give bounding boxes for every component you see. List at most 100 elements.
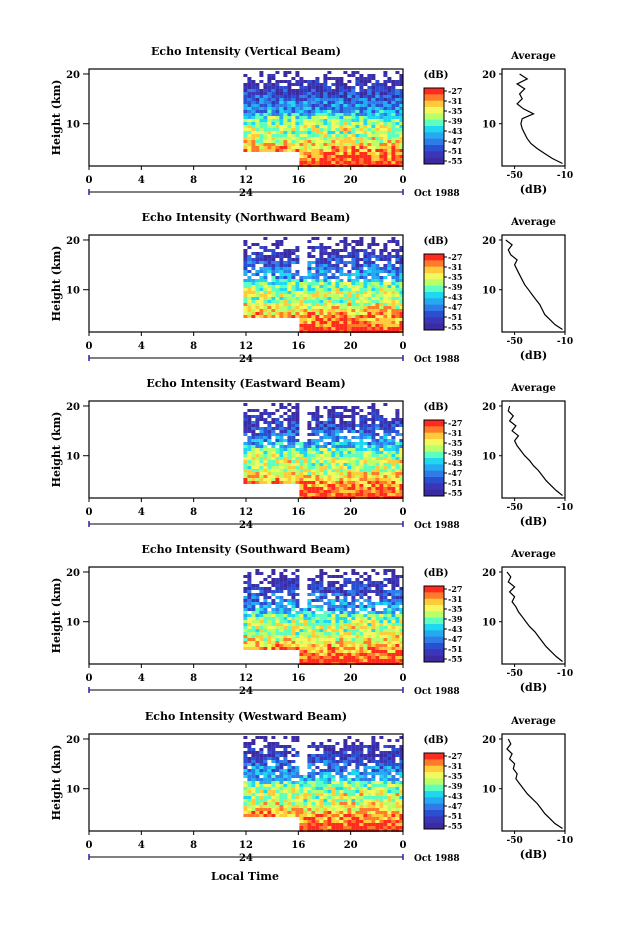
heatmap-cell bbox=[323, 273, 328, 276]
heatmap-cell bbox=[283, 279, 288, 282]
average-x-tick-label: -10 bbox=[557, 337, 573, 347]
heatmap-cell bbox=[247, 261, 252, 264]
heatmap-cell bbox=[267, 77, 272, 80]
heatmap-cell bbox=[267, 95, 272, 98]
heatmap-cell bbox=[387, 629, 392, 632]
heatmap-cell bbox=[331, 626, 336, 629]
heatmap-cell bbox=[339, 469, 344, 472]
heatmap-cell bbox=[271, 641, 276, 644]
heatmap-cell bbox=[323, 77, 328, 80]
heatmap-cell bbox=[283, 264, 288, 267]
heatmap-cell bbox=[319, 267, 324, 270]
heatmap-cell bbox=[255, 629, 260, 632]
heatmap-cell bbox=[339, 424, 344, 427]
heatmap-cell bbox=[255, 436, 260, 439]
heatmap-cell bbox=[367, 294, 372, 297]
heatmap-cell bbox=[395, 119, 400, 122]
heatmap-cell bbox=[267, 617, 272, 620]
heatmap-cell bbox=[243, 614, 248, 617]
heatmap-cell bbox=[267, 249, 272, 252]
heatmap-cell bbox=[339, 101, 344, 104]
heatmap-cell bbox=[379, 267, 384, 270]
heatmap-cell bbox=[335, 279, 340, 282]
heatmap-cell bbox=[379, 457, 384, 460]
heatmap-cell bbox=[243, 602, 248, 605]
heatmap-cell bbox=[311, 155, 316, 158]
heatmap-cell bbox=[307, 294, 312, 297]
heatmap-cell bbox=[263, 421, 268, 424]
heatmap-cell bbox=[259, 107, 264, 110]
heatmap-cell bbox=[267, 433, 272, 436]
heatmap-cell bbox=[399, 629, 404, 632]
heatmap-cell bbox=[399, 303, 404, 306]
heatmap-cell bbox=[363, 273, 368, 276]
heatmap-cell bbox=[355, 647, 360, 650]
heatmap-cell bbox=[359, 424, 364, 427]
heatmap-cell bbox=[347, 255, 352, 258]
heatmap-cell bbox=[299, 107, 304, 110]
heatmap-cell bbox=[275, 439, 280, 442]
heatmap-cell bbox=[263, 264, 268, 267]
heatmap-cell bbox=[323, 635, 328, 638]
heatmap-cell bbox=[287, 297, 292, 300]
heatmap-cell bbox=[323, 748, 328, 751]
heatmap-cell bbox=[327, 817, 332, 820]
heatmap-cell bbox=[335, 149, 340, 152]
heatmap-cell bbox=[287, 104, 292, 107]
heatmap-cell bbox=[283, 119, 288, 122]
heatmap-cell bbox=[335, 406, 340, 409]
heatmap-cell bbox=[379, 475, 384, 478]
heatmap-cell bbox=[383, 246, 388, 249]
heatmap-cell bbox=[343, 324, 348, 327]
heatmap-cell bbox=[331, 653, 336, 656]
heatmap-cell bbox=[339, 796, 344, 799]
heatmap-cell bbox=[323, 315, 328, 318]
heatmap-cell bbox=[383, 134, 388, 137]
heatmap-cell bbox=[355, 119, 360, 122]
heatmap-cell bbox=[295, 457, 300, 460]
heatmap-cell bbox=[291, 638, 296, 641]
heatmap-cell bbox=[399, 125, 404, 128]
heatmap-cell bbox=[307, 781, 312, 784]
heatmap-cell bbox=[247, 143, 252, 146]
heatmap-cell bbox=[291, 587, 296, 590]
heatmap-cell bbox=[327, 101, 332, 104]
heatmap-cell bbox=[271, 140, 276, 143]
heatmap-cell bbox=[315, 107, 320, 110]
heatmap-cell bbox=[319, 805, 324, 808]
heatmap-cell bbox=[351, 318, 356, 321]
heatmap-cell bbox=[347, 463, 352, 466]
heatmap-cell bbox=[279, 460, 284, 463]
heatmap-cell bbox=[331, 644, 336, 647]
heatmap-cell bbox=[327, 158, 332, 161]
heatmap-cell bbox=[299, 297, 304, 300]
heatmap-cell bbox=[383, 74, 388, 77]
heatmap-cell bbox=[363, 620, 368, 623]
heatmap-cell bbox=[299, 614, 304, 617]
heatmap-cell bbox=[291, 282, 296, 285]
panel-title: Echo Intensity (Eastward Beam) bbox=[146, 377, 345, 390]
heatmap-cell bbox=[371, 297, 376, 300]
heatmap-cell bbox=[279, 572, 284, 575]
heatmap-cell bbox=[395, 460, 400, 463]
heatmap-cell bbox=[279, 300, 284, 303]
heatmap-cell bbox=[391, 659, 396, 662]
heatmap-cell bbox=[259, 463, 264, 466]
heatmap-cell bbox=[327, 415, 332, 418]
heatmap-cell bbox=[367, 327, 372, 330]
month-label: Oct 1988 bbox=[414, 521, 460, 531]
heatmap-cell bbox=[335, 427, 340, 430]
heatmap-cell bbox=[335, 799, 340, 802]
heatmap-cell bbox=[259, 80, 264, 83]
heatmap-cell bbox=[295, 766, 300, 769]
heatmap-cell bbox=[319, 98, 324, 101]
heatmap-cell bbox=[267, 140, 272, 143]
heatmap-cell bbox=[251, 644, 256, 647]
heatmap-cell bbox=[247, 469, 252, 472]
heatmap-cell bbox=[351, 596, 356, 599]
heatmap-cell bbox=[399, 647, 404, 650]
heatmap-cell bbox=[399, 152, 404, 155]
heatmap-cell bbox=[323, 793, 328, 796]
heatmap-cell bbox=[355, 140, 360, 143]
heatmap-cell bbox=[311, 276, 316, 279]
